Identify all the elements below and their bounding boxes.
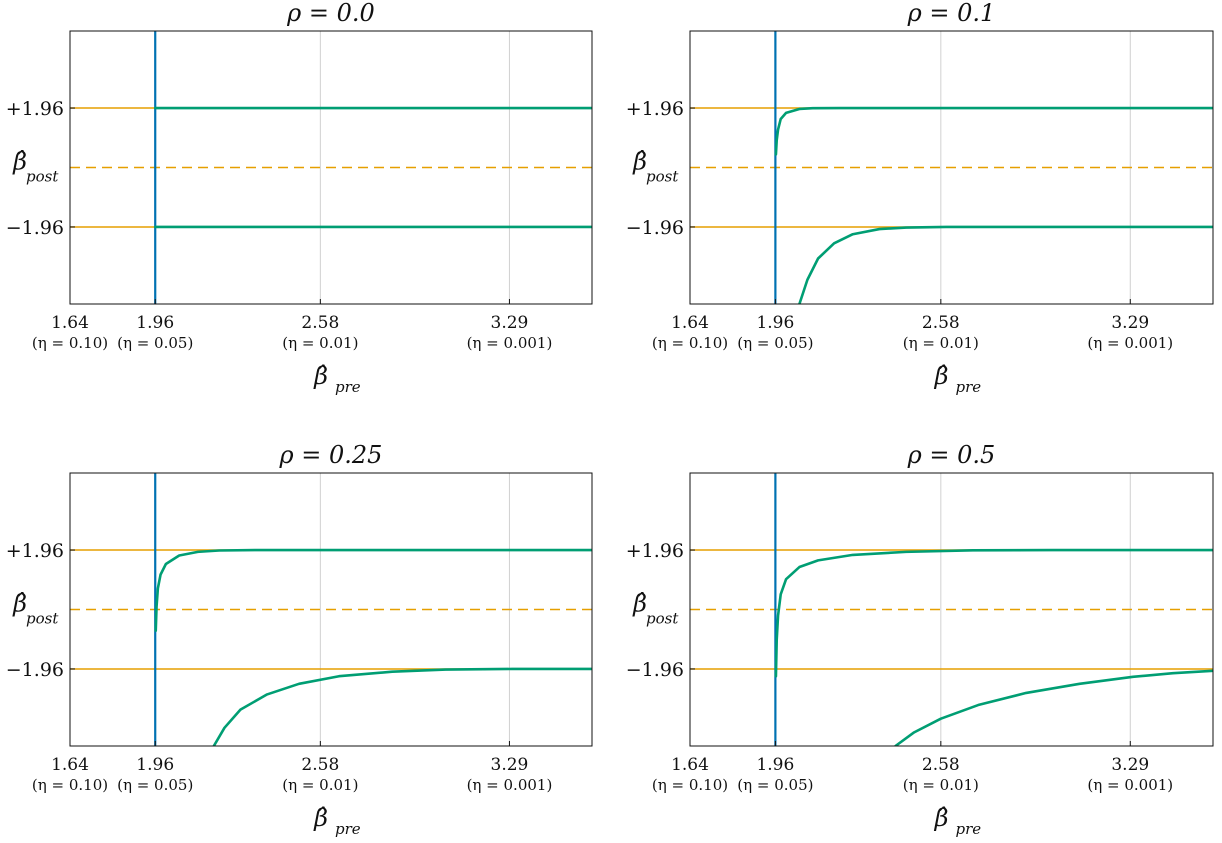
x-axis-label: β̂	[934, 362, 949, 390]
plot-frame	[69, 30, 593, 305]
x-tick-label: 3.29	[491, 755, 529, 775]
x-axis-label: β̂	[313, 804, 328, 832]
x-tick-label: 2.58	[301, 755, 339, 775]
x-tick-label: 1.96	[756, 755, 794, 775]
x-tick-label: 1.64	[671, 313, 709, 333]
series-line-upper	[774, 106, 1213, 156]
panel-title: ρ = 0.1	[907, 0, 996, 27]
x-tick-label: 1.64	[51, 313, 89, 333]
series-group	[774, 106, 1213, 304]
plot-frame	[689, 472, 1214, 747]
x-tick-sublabel: (η = 0.01)	[282, 776, 358, 794]
x-tick-sublabel: (η = 0.05)	[737, 776, 813, 794]
x-tick-sublabel: (η = 0.001)	[467, 334, 553, 352]
y-axis-label: β̂	[632, 590, 647, 618]
y-axis-label: β̂	[632, 148, 647, 176]
y-tick-label: +1.96	[6, 540, 64, 562]
y-axis-label-sub: post	[26, 168, 59, 186]
x-axis-label-sub: pre	[956, 378, 982, 396]
x-tick-sublabel: (η = 0.001)	[1087, 334, 1173, 352]
y-tick-label: +1.96	[626, 98, 684, 120]
panel-title: ρ = 0.5	[907, 441, 996, 469]
y-axis-label-sub: post	[646, 168, 679, 186]
panel-1: 1.64(η = 0.10)1.96(η = 0.05)2.58(η = 0.0…	[6, 0, 593, 396]
x-axis-label-sub: pre	[335, 378, 361, 396]
series-line-lower	[212, 667, 592, 746]
x-tick-sublabel: (η = 0.001)	[467, 776, 553, 794]
y-tick-label: +1.96	[6, 98, 64, 120]
x-axis-label: β̂	[934, 804, 949, 832]
x-tick-label: 2.58	[922, 313, 960, 333]
series-group	[774, 548, 1213, 746]
panel-4: 1.64(η = 0.10)1.96(η = 0.05)2.58(η = 0.0…	[626, 441, 1214, 838]
y-axis-label: β̂	[12, 148, 27, 176]
x-tick-label: 1.64	[671, 755, 709, 775]
panel-2: 1.64(η = 0.10)1.96(η = 0.05)2.58(η = 0.0…	[626, 0, 1214, 396]
x-tick-sublabel: (η = 0.01)	[903, 776, 979, 794]
x-tick-sublabel: (η = 0.01)	[282, 334, 358, 352]
x-tick-sublabel: (η = 0.10)	[32, 776, 108, 794]
plot-frame	[689, 30, 1214, 305]
y-axis-label-sub: post	[26, 610, 59, 628]
x-axis-label-sub: pre	[956, 820, 982, 838]
x-tick-label: 1.96	[136, 313, 174, 333]
panel-title: ρ = 0.25	[279, 441, 383, 469]
series-line-upper	[154, 548, 592, 633]
series-group	[153, 106, 592, 229]
x-tick-sublabel: (η = 0.10)	[652, 334, 728, 352]
y-tick-label: −1.96	[6, 659, 64, 681]
y-axis-label: β̂	[12, 590, 27, 618]
x-tick-label: 2.58	[922, 755, 960, 775]
x-tick-sublabel: (η = 0.10)	[652, 776, 728, 794]
x-tick-label: 1.96	[756, 313, 794, 333]
x-tick-sublabel: (η = 0.05)	[737, 334, 813, 352]
x-tick-sublabel: (η = 0.01)	[903, 334, 979, 352]
x-tick-label: 3.29	[1111, 755, 1149, 775]
panel-3: 1.64(η = 0.10)1.96(η = 0.05)2.58(η = 0.0…	[6, 441, 593, 838]
series-group	[154, 548, 592, 746]
y-tick-label: +1.96	[626, 540, 684, 562]
x-tick-sublabel: (η = 0.05)	[117, 334, 193, 352]
y-tick-label: −1.96	[6, 217, 64, 239]
y-axis-label-sub: post	[646, 610, 679, 628]
y-tick-label: −1.96	[626, 217, 684, 239]
x-tick-label: 1.64	[51, 755, 89, 775]
x-tick-label: 3.29	[1111, 313, 1149, 333]
x-axis-label: β̂	[313, 362, 328, 390]
x-tick-label: 2.58	[301, 313, 339, 333]
plot-frame	[69, 472, 593, 747]
x-tick-label: 1.96	[136, 755, 174, 775]
x-axis-label-sub: pre	[335, 820, 361, 838]
x-tick-sublabel: (η = 0.10)	[32, 334, 108, 352]
series-line-lower	[894, 669, 1213, 746]
x-tick-sublabel: (η = 0.05)	[117, 776, 193, 794]
series-line-upper	[774, 548, 1213, 678]
series-line-lower	[798, 225, 1213, 304]
x-tick-sublabel: (η = 0.001)	[1087, 776, 1173, 794]
y-tick-label: −1.96	[626, 659, 684, 681]
x-tick-label: 3.29	[491, 313, 529, 333]
panel-title: ρ = 0.0	[286, 0, 375, 27]
